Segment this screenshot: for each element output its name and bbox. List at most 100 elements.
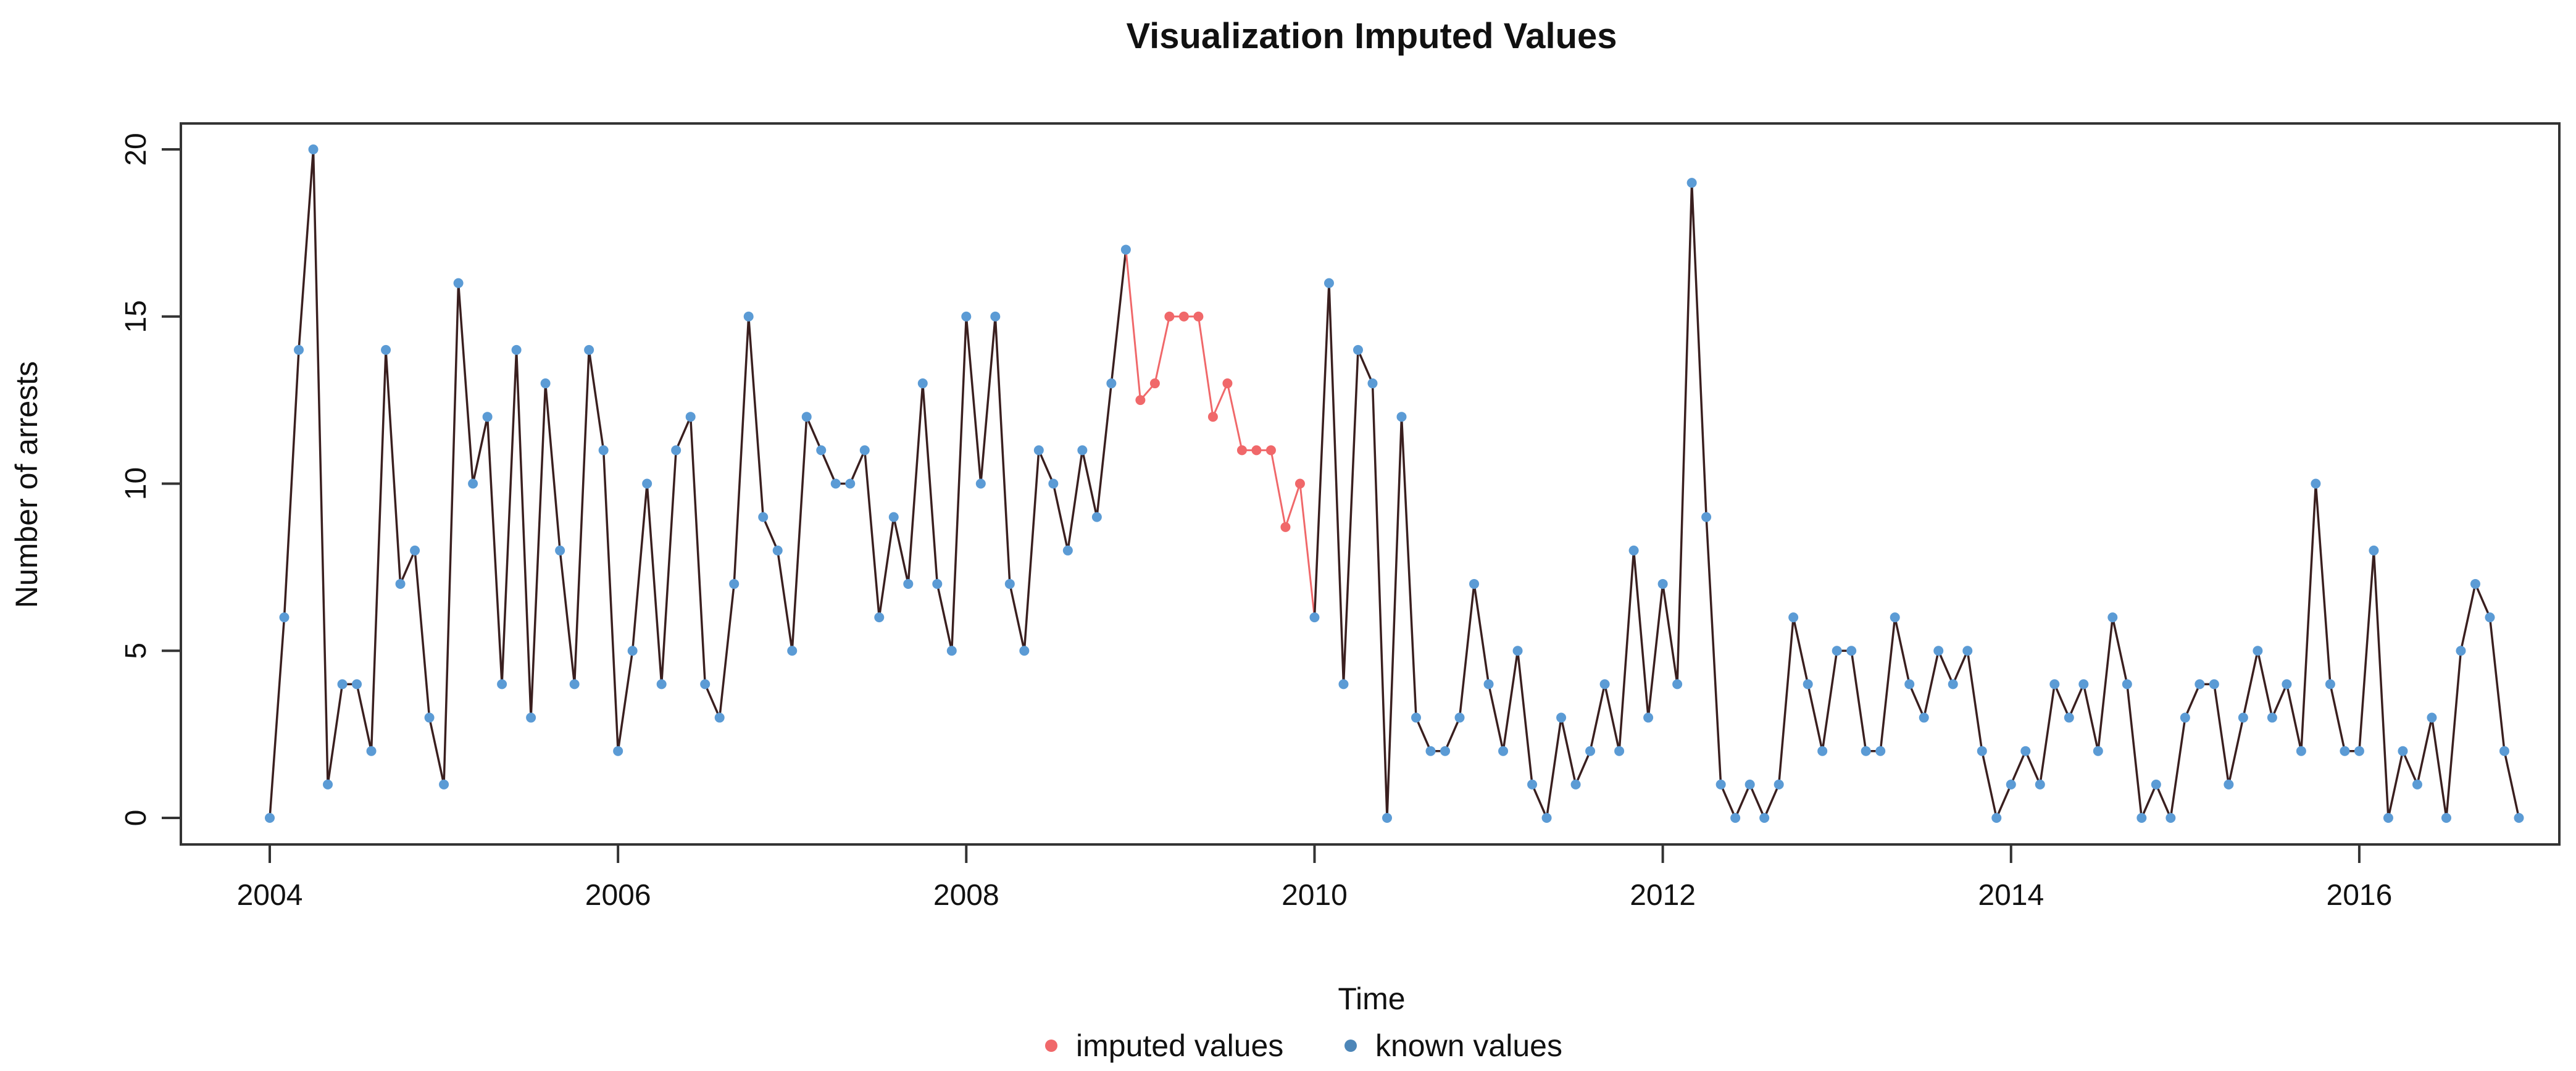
known-segment [1009, 583, 1026, 652]
known-segment [1981, 749, 1998, 819]
known-point [1353, 344, 1363, 355]
known-segment [1603, 683, 1620, 752]
known-point [1309, 612, 1320, 623]
known-point [1817, 746, 1828, 756]
known-segment [1531, 783, 1548, 819]
known-segment [2285, 683, 2303, 752]
series-points [265, 144, 2524, 823]
known-point [2136, 813, 2147, 823]
known-point [1411, 712, 1422, 723]
plot-frame [180, 122, 2561, 846]
known-segment [559, 549, 576, 686]
known-segment [2459, 583, 2477, 652]
known-point [1701, 512, 1712, 522]
imputed-point [1164, 311, 1175, 322]
known-segment [922, 382, 939, 585]
known-segment [936, 583, 953, 652]
known-segment [2474, 583, 2491, 619]
known-point [2151, 779, 2161, 790]
known-segment [1458, 583, 1475, 719]
known-point [1991, 813, 2002, 823]
known-segment [428, 716, 445, 786]
known-point [845, 478, 856, 489]
imputed-point [1294, 478, 1305, 489]
known-point [1657, 578, 1668, 589]
known-segment [1777, 616, 1794, 786]
known-point [2195, 679, 2205, 690]
known-segment [646, 482, 663, 686]
known-point [1512, 646, 1523, 656]
known-segment [733, 315, 750, 585]
known-segment [1922, 649, 1940, 719]
known-segment [965, 315, 982, 485]
known-segment [864, 449, 881, 619]
known-point [787, 646, 798, 656]
known-point [366, 746, 377, 756]
known-segment [631, 482, 648, 652]
imputed-segment [1284, 483, 1301, 528]
known-segment [1038, 449, 1055, 485]
known-segment [544, 382, 561, 552]
known-point [642, 478, 652, 489]
known-segment [2503, 749, 2520, 819]
known-point [1541, 813, 1552, 823]
known-point [1454, 712, 1465, 723]
known-segment [385, 349, 402, 585]
known-point [1498, 746, 1509, 756]
known-segment [2387, 749, 2404, 819]
known-point [1759, 813, 1770, 823]
known-segment [689, 415, 706, 686]
known-point [279, 612, 290, 623]
known-point [2398, 746, 2408, 756]
known-point [1440, 746, 1451, 756]
known-point [613, 746, 623, 756]
known-segment [414, 549, 431, 719]
x-axis-label: Time [1338, 981, 1405, 1016]
known-point [1861, 746, 1871, 756]
known-point [1556, 712, 1567, 723]
known-segment [776, 549, 793, 652]
known-point [2180, 712, 2190, 723]
known-segment [588, 349, 605, 452]
known-point [1062, 545, 1073, 556]
known-point [1672, 679, 1683, 690]
known-segment [573, 349, 590, 686]
x-tick-label: 2016 [2327, 879, 2393, 912]
known-segment [486, 415, 503, 686]
known-point [1875, 746, 1886, 756]
known-point [2006, 779, 2016, 790]
known-segment [994, 315, 1011, 585]
known-segment [1502, 649, 1519, 752]
known-segment [791, 415, 808, 652]
known-segment [2256, 649, 2274, 719]
legend-label: imputed values [1076, 1028, 1283, 1063]
known-segment [1096, 382, 1113, 519]
known-segment [501, 349, 518, 686]
known-point [1919, 712, 1929, 723]
imputed-point [1265, 445, 1276, 456]
known-point [1019, 646, 1030, 656]
known-segment [1719, 783, 1736, 819]
known-point [2165, 813, 2176, 823]
legend-marker [1045, 1040, 1057, 1052]
known-segment [2271, 683, 2288, 719]
known-point [308, 144, 319, 154]
known-point [2485, 612, 2495, 623]
known-point [627, 646, 638, 656]
known-segment [2300, 482, 2317, 752]
known-point [468, 478, 478, 489]
known-segment [312, 148, 329, 786]
known-segment [530, 382, 547, 719]
known-segment [2068, 683, 2085, 719]
known-segment [1081, 449, 1098, 519]
known-segment [399, 549, 416, 585]
chart-title: Visualization Imputed Values [1126, 16, 1617, 56]
y-axis-label: Number of arrests [9, 361, 44, 608]
known-point [2224, 779, 2234, 790]
known-point [2107, 612, 2118, 623]
known-segment [2024, 749, 2041, 786]
known-point [2311, 478, 2321, 489]
known-point [1323, 278, 1334, 288]
known-segment [820, 449, 837, 485]
known-point [1715, 779, 1726, 790]
